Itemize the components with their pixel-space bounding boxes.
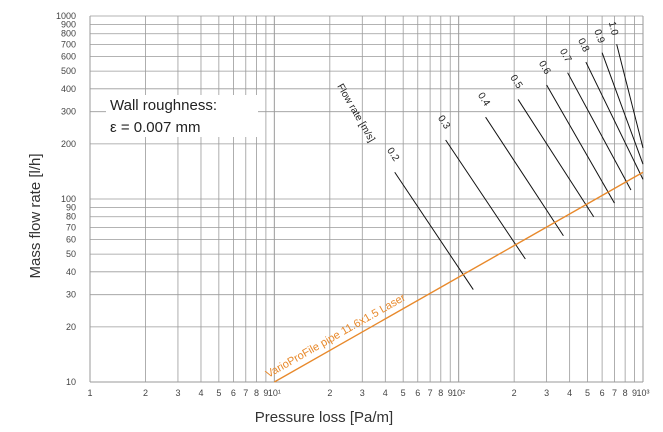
y-tick-label: 70 [66,222,76,232]
x-tick-label: 2 [327,388,332,398]
x-tick-label: 5 [585,388,590,398]
x-tick-label: 4 [567,388,572,398]
y-tick-label: 200 [61,139,76,149]
velocity-lines: 0.2 0.3 0.4 0.5 0.60.70.80.9 1.0 [384,20,644,290]
velocity-line-0.9 [601,52,644,165]
velocity-axis-label: Flow rate [m/s] [334,82,376,144]
y-tick-label: 20 [66,322,76,332]
y-tick-label: 1000 [56,11,76,21]
pipe-series-line [273,171,644,383]
y-tick-label: 400 [61,84,76,94]
velocity-line-0.5 [517,99,595,218]
x-tick-label: 7 [612,388,617,398]
pipe-series-label: VarioProFile pipe 11.6x1.5 Laser [264,292,408,381]
x-tick-label: 8 [623,388,628,398]
velocity-line-0.4 [485,116,564,236]
x-tick-label: 10² [452,388,465,398]
velocity-label-0.7: 0.7 [557,47,573,65]
velocity-line-1.0 [616,44,644,149]
velocity-line-0.6 [546,84,615,204]
wall-roughness-value: ε = 0.007 mm [110,119,200,136]
x-tick-label: 9 [263,388,268,398]
x-tick-label: 1 [87,388,92,398]
x-tick-label: 4 [383,388,388,398]
x-tick-label: 8 [254,388,259,398]
y-tick-label: 500 [61,66,76,76]
velocity-label-0.3: 0.3 [435,114,452,132]
x-tick-label: 5 [401,388,406,398]
velocity-label-0.8: 0.8 [575,37,591,55]
wall-roughness-label: Wall roughness: [110,97,217,114]
x-tick-label: 6 [231,388,236,398]
y-tick-label: 600 [61,52,76,62]
x-tick-label: 6 [600,388,605,398]
x-tick-label: 4 [198,388,203,398]
velocity-line-0.2 [394,171,474,290]
velocity-label-0.4: 0.4 [475,91,492,109]
y-axis-title: Mass flow rate [l/h] [27,153,44,278]
velocity-label-0.9: 0.9 [591,28,606,45]
y-grid [89,15,643,383]
y-tick-label: 90 [66,202,76,212]
velocity-line-0.8 [585,61,644,180]
y-tick-label: 300 [61,107,76,117]
pipe-series: VarioProFile pipe 11.6x1.5 Laser [264,171,644,383]
y-tick-label: 10 [66,377,76,387]
y-tick-label: 800 [61,29,76,39]
y-tick-label: 40 [66,267,76,277]
x-tick-label: 10¹ [268,388,281,398]
velocity-line-0.3 [445,139,526,260]
y-tick-label: 80 [66,212,76,222]
x-tick-label: 10³ [636,388,649,398]
y-tick-label: 60 [66,235,76,245]
velocity-label-0.2: 0.2 [384,146,401,164]
velocity-label-0.5: 0.5 [508,73,525,91]
x-axis-title: Pressure loss [Pa/m] [255,409,393,426]
x-tick-label: 6 [415,388,420,398]
x-tick-label: 9 [632,388,637,398]
x-tick-labels: 1 2 3 4 5 6 7 8 9 10¹ 2 3 4 5 6 7 8 9 10² 2 3 4 5 6 7 8 9 10³ [87,388,649,398]
x-tick-label: 3 [360,388,365,398]
x-tick-label: 7 [428,388,433,398]
x-tick-label: 7 [243,388,248,398]
x-tick-label: 9 [448,388,453,398]
x-tick-label: 5 [216,388,221,398]
x-tick-label: 2 [143,388,148,398]
x-tick-label: 8 [438,388,443,398]
y-tick-label: 900 [61,19,76,29]
velocity-label-1.0: 1.0 [606,20,620,37]
x-tick-label: 3 [175,388,180,398]
annotation-background [106,95,258,137]
y-tick-label: 30 [66,290,76,300]
velocity-label-0.6: 0.6 [536,59,553,77]
y-tick-label: 50 [66,249,76,259]
y-tick-label: 100 [61,194,76,204]
velocity-line-0.7 [567,72,632,191]
y-tick-label: 700 [61,39,76,49]
x-tick-label: 3 [544,388,549,398]
x-tick-label: 2 [512,388,517,398]
